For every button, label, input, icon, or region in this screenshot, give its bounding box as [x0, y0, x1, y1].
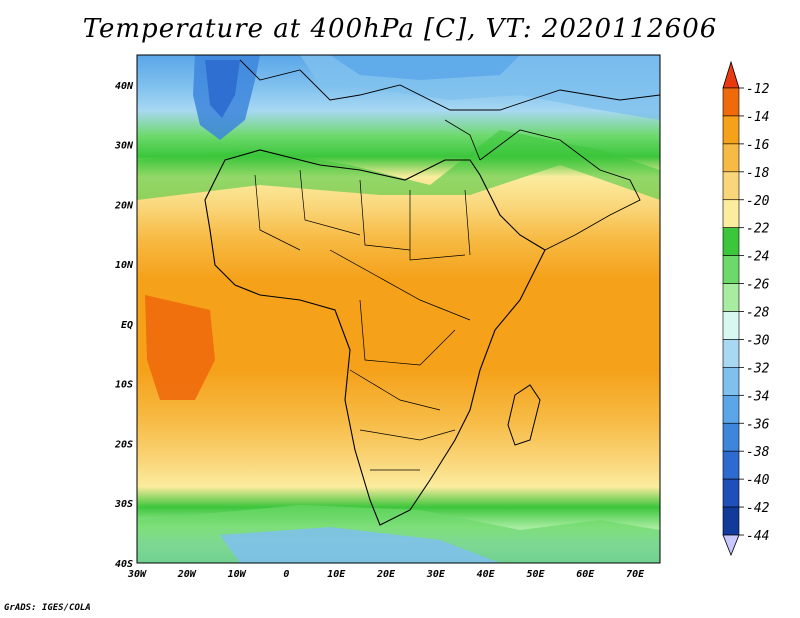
colorbar-segment: [722, 87, 740, 117]
lat-tick-label: 10N: [115, 260, 134, 271]
lon-tick-label: 20E: [376, 569, 396, 580]
colorbar-label: -18: [746, 166, 770, 181]
colorbar-segment: [722, 367, 740, 396]
lat-tick-label: 40S: [115, 559, 133, 570]
lat-tick-label: 30N: [114, 141, 134, 152]
lon-tick-label: 70E: [626, 569, 645, 580]
colorbar-segment: [722, 311, 740, 340]
colorbar-segment: [722, 115, 740, 145]
colorbar-label: -28: [746, 306, 770, 321]
colorbar-segment: [722, 143, 740, 173]
map-plot-area: [136, 54, 661, 564]
colorbar-segment: [722, 450, 740, 480]
colorbar-label: -32: [746, 361, 770, 376]
colorbar-segment: [722, 478, 740, 508]
colorbar-label: -24: [746, 250, 769, 265]
colorbar-label: -22: [746, 222, 770, 237]
lon-tick-label: 30E: [426, 569, 446, 580]
colorbar: -12 -14 -16 -18 -20 -22 -24 -26 -28 -30 -32 -34 -36 -…: [722, 60, 770, 557]
colorbar-bottom-arrow: [722, 534, 740, 557]
lon-tick-label: 0: [283, 569, 289, 580]
longitude-ticks: 30W 20W 10W 0 10E 20E 30E 40E 50E 60E 70E: [127, 569, 645, 580]
lat-tick-label: 20N: [114, 200, 134, 211]
colorbar-label: -42: [746, 501, 770, 516]
colorbar-label: -14: [746, 110, 769, 125]
colorbar-label: -38: [746, 445, 770, 460]
colorbar-label: -44: [746, 529, 769, 544]
colorbar-label: -36: [746, 417, 770, 432]
lon-tick-label: 30W: [127, 569, 147, 580]
colorbar-top-arrow: [722, 60, 740, 89]
colorbar-label: -40: [746, 473, 770, 488]
lon-tick-label: 50E: [526, 569, 545, 580]
latitude-ticks: 40N 30N 20N 10N EQ 10S 20S 30S 40S: [114, 81, 134, 570]
lon-tick-label: 10W: [228, 569, 247, 580]
colorbar-label: -12: [746, 82, 770, 97]
colorbar-label: -30: [746, 333, 770, 348]
colorbar-label: -34: [746, 389, 769, 404]
colorbar-segment: [722, 227, 740, 256]
map-title: Temperature at 400hPa [C], VT: 202011260…: [82, 14, 718, 44]
lat-tick-label: 20S: [114, 439, 133, 450]
lon-tick-label: 10E: [327, 569, 346, 580]
colorbar-segment: [722, 422, 740, 452]
grads-credit: GrADS: IGES/COLA: [4, 603, 91, 613]
colorbar-segment: [722, 255, 740, 284]
colorbar-segment: [722, 339, 740, 368]
colorbar-label: -20: [746, 194, 770, 209]
lon-tick-label: 60E: [576, 569, 595, 580]
lat-tick-label: 40N: [115, 81, 134, 92]
colorbar-label: -16: [746, 138, 770, 153]
colorbar-segment: [722, 171, 740, 201]
lat-tick-label: 10S: [115, 380, 133, 391]
lon-tick-label: 20W: [177, 569, 197, 580]
lon-tick-label: 40E: [477, 569, 496, 580]
colorbar-segment: [722, 506, 740, 536]
colorbar-segment: [722, 395, 740, 424]
madagascar: [507, 384, 541, 446]
colorbar-segment: [722, 199, 740, 228]
colorbar-label: -26: [746, 278, 770, 293]
colorbar-segment: [722, 283, 740, 312]
lat-tick-label: EQ: [121, 320, 133, 331]
africa-coastline: [204, 149, 546, 526]
lat-tick-label: 30S: [114, 499, 133, 510]
